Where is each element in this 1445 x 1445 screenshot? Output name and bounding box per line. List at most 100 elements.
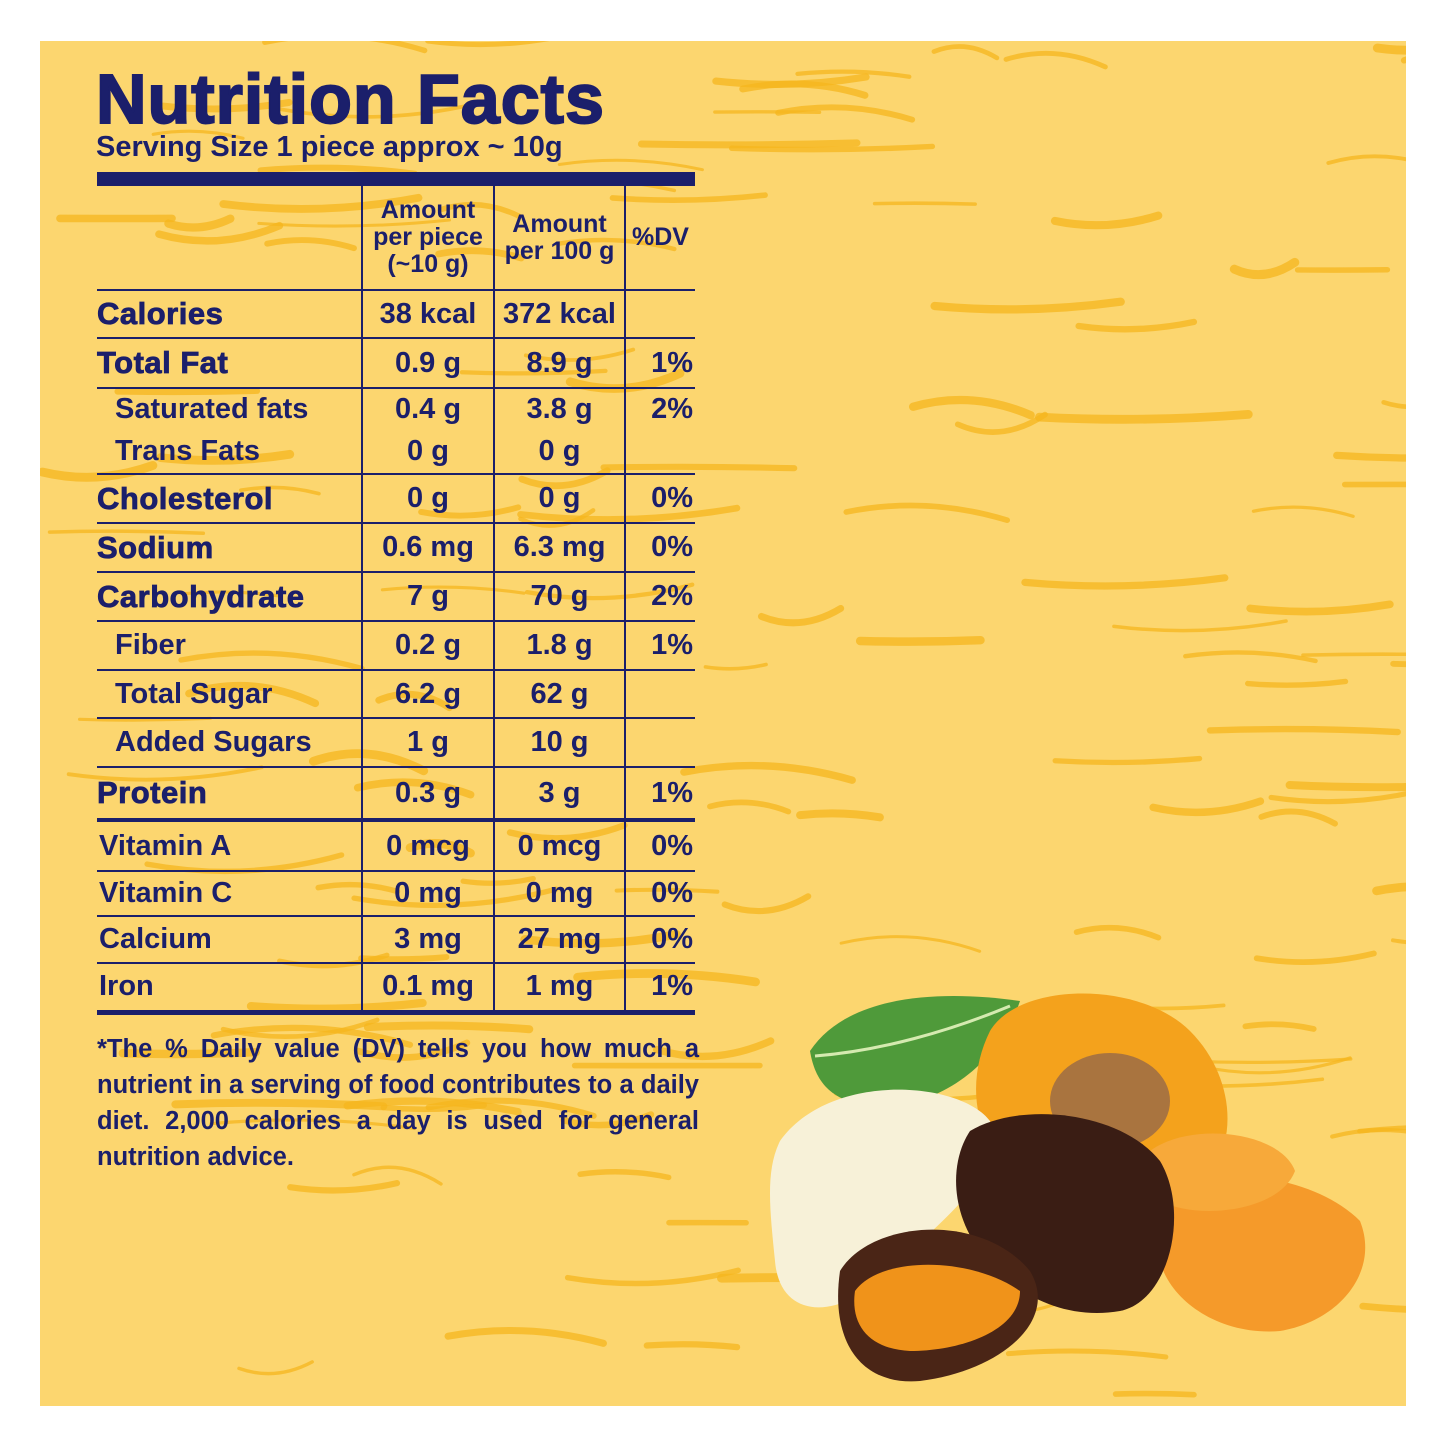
nutrient-label: Carbohydrate <box>97 572 362 622</box>
grain-stroke <box>1326 154 1406 165</box>
grain-stroke <box>1052 755 1203 766</box>
grain-stroke <box>1357 1125 1406 1134</box>
grain-stroke <box>1253 950 1377 965</box>
daily-value: 2% <box>624 572 695 622</box>
amount-per-piece: 0.1 mg <box>361 963 494 1015</box>
amount-per-piece: 7 g <box>361 572 494 622</box>
grain-stroke <box>557 158 704 172</box>
amount-per-piece: 0 mg <box>361 871 494 917</box>
daily-value: 0% <box>624 916 695 964</box>
header-blank <box>97 186 362 291</box>
amount-per-100g: 0 mg <box>493 871 625 917</box>
grain-stroke <box>721 893 812 915</box>
daily-value: 0% <box>624 474 695 524</box>
amount-per-100g: 1.8 g <box>493 621 625 671</box>
grain-stroke <box>444 1326 607 1347</box>
amount-per-piece: 0 mcg <box>361 820 494 872</box>
grain-stroke <box>908 395 1035 420</box>
amount-per-piece: 0.4 g <box>361 388 494 430</box>
amount-per-piece: 3 mg <box>361 916 494 964</box>
amount-per-100g: 372 kcal <box>493 290 625 339</box>
amount-per-100g: 8.9 g <box>493 338 625 389</box>
amount-per-100g: 3.8 g <box>493 388 625 430</box>
grain-stroke <box>795 69 912 79</box>
table-row: Carbohydrate 7 g 70 g 2% <box>97 572 695 622</box>
header-per-piece: Amount per piece (~10 g) <box>361 186 494 291</box>
grain-stroke <box>637 139 861 149</box>
grain-stroke <box>1035 409 1253 424</box>
table-row: Total Fat 0.9 g 8.9 g 1% <box>97 338 695 389</box>
amount-per-piece: 0.6 mg <box>361 523 494 573</box>
grain-stroke <box>1075 318 1198 333</box>
daily-value: 1% <box>624 621 695 671</box>
grain-stroke <box>151 129 245 140</box>
footnote: *The % Daily value (DV) tells you how mu… <box>97 1035 699 1171</box>
amount-per-piece: 6.2 g <box>361 670 494 719</box>
daily-value <box>624 430 695 475</box>
nutrient-label: Sodium <box>97 523 362 573</box>
daily-value: 1% <box>624 338 695 389</box>
dried-apricot <box>1150 1176 1366 1332</box>
grain-stroke <box>1359 1302 1406 1313</box>
grain-stroke <box>931 44 1000 61</box>
amount-per-piece: 0.9 g <box>361 338 494 389</box>
grain-stroke <box>1112 1390 1197 1398</box>
daily-value <box>624 670 695 719</box>
table-row: Total Sugar 6.2 g 62 g <box>97 670 695 719</box>
nutrient-label: Iron <box>97 963 362 1015</box>
grain-stroke <box>652 1037 775 1061</box>
daily-value: 2% <box>624 388 695 430</box>
daily-value <box>624 718 695 768</box>
grain-stroke <box>1005 1348 1169 1360</box>
amount-per-piece: 0.2 g <box>361 621 494 671</box>
grain-stroke <box>843 502 1011 524</box>
grain-stroke <box>114 387 261 396</box>
nutrient-label: Cholesterol <box>97 474 362 524</box>
grain-stroke <box>707 799 792 815</box>
amount-per-piece: 1 g <box>361 718 494 768</box>
top-divider <box>97 172 695 186</box>
grain-stroke <box>712 73 870 88</box>
table-row: Sodium 0.6 mg 6.3 mg 0% <box>97 523 695 573</box>
grain-stroke <box>1245 678 1349 688</box>
grain-stroke <box>643 1341 741 1351</box>
grain-stroke <box>352 1165 443 1186</box>
dried-apricot <box>1150 1133 1295 1211</box>
grain-stroke <box>930 297 1125 314</box>
white-chocolate-piece <box>770 1089 994 1308</box>
grain-stroke <box>1390 660 1406 668</box>
grain-stroke <box>1390 938 1406 945</box>
grain-stroke <box>425 41 550 48</box>
grain-stroke <box>159 98 293 113</box>
grain-stroke <box>1381 399 1406 410</box>
grain-stroke <box>1050 211 1163 230</box>
grain-stroke <box>1021 574 1229 590</box>
grain-stroke <box>839 935 982 953</box>
amount-per-100g: 27 mg <box>493 916 625 964</box>
page-title: Nutrition Facts <box>95 59 605 139</box>
grain-stroke <box>1183 650 1318 664</box>
grain-stroke <box>257 164 418 177</box>
amount-per-100g: 0 mcg <box>493 820 625 872</box>
grain-stroke <box>1251 505 1355 518</box>
daily-value <box>624 290 695 339</box>
table-row: Fiber 0.2 g 1.8 g 1% <box>97 621 695 671</box>
grain-stroke <box>209 1118 416 1131</box>
nutrient-label: Vitamin A <box>97 820 362 872</box>
grain-stroke <box>237 1360 314 1376</box>
grain-stroke <box>278 98 493 119</box>
daily-value: 0% <box>624 523 695 573</box>
grain-stroke <box>872 201 977 206</box>
amount-per-100g: 0 g <box>493 430 625 475</box>
amount-per-100g: 3 g <box>493 767 625 822</box>
grain-stroke <box>1112 619 1288 633</box>
nutrient-label: Trans Fats <box>97 430 362 475</box>
grain-stroke <box>1206 725 1401 736</box>
table-row: Added Sugars 1 g 10 g <box>97 718 695 768</box>
nutrient-label: Calcium <box>97 916 362 964</box>
grain-stroke <box>1400 56 1406 64</box>
nutrient-label: Vitamin C <box>97 871 362 917</box>
